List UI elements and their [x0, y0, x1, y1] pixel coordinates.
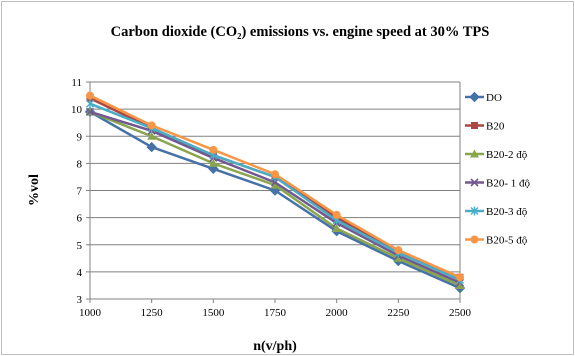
data-point [147, 121, 156, 130]
data-point [86, 91, 94, 100]
series-0 [84, 106, 466, 294]
series-group [84, 91, 466, 294]
data-point [456, 273, 464, 282]
legend-item: B20-2 độ [465, 149, 528, 161]
data-point [85, 107, 95, 116]
legend-label: B20-3 độ [486, 206, 528, 218]
data-point [209, 145, 218, 154]
legend-item: B20- 1 độ [465, 178, 531, 190]
y-tick-label: 3 [77, 294, 83, 306]
series-3 [85, 107, 465, 287]
chart-title: Carbon dioxide (CO₂) emissions vs. engin… [111, 24, 490, 40]
x-axis-ticks: 1000 1250 1500 1750 2000 2250 2500 [79, 299, 472, 319]
data-point [332, 223, 342, 232]
y-tick-label: 7 [77, 186, 83, 198]
data-point [393, 253, 403, 262]
data-point [147, 131, 157, 140]
data-point [270, 180, 280, 189]
legend-label: B20-5 độ [486, 235, 528, 247]
legend-item: DO [465, 91, 502, 104]
data-point [394, 246, 403, 255]
gridlines [90, 108, 460, 273]
data-point [208, 158, 218, 167]
x-axis-label: n(v/ph) [253, 339, 297, 354]
x-tick-label: 2000 [326, 307, 349, 319]
data-point [455, 280, 465, 289]
x-tick-label: 2250 [387, 307, 410, 319]
data-point [332, 210, 341, 219]
legend-marker [470, 149, 479, 158]
y-tick-label: 6 [77, 213, 83, 225]
x-tick-label: 1000 [79, 307, 102, 319]
legend-label: DO [486, 92, 502, 104]
series-line [89, 110, 461, 284]
legend: DO B20 B20-2 độ B20- 1 độ B20-3 độ B20-5 độ [465, 91, 531, 247]
legend-marker [470, 178, 479, 187]
y-tick-label: 11 [71, 77, 82, 89]
y-axis-label: %vol [27, 174, 42, 206]
legend-marker [470, 206, 479, 216]
legend-label: B20 [486, 121, 505, 133]
x-tick-label: 1500 [202, 307, 225, 319]
y-tick-label: 8 [77, 158, 83, 170]
y-tick-label: 10 [71, 104, 83, 116]
series-2 [85, 107, 465, 289]
data-point [271, 170, 279, 179]
y-tick-label: 4 [77, 267, 83, 279]
series-5 [86, 91, 464, 282]
x-tick-label: 1750 [264, 307, 287, 319]
legend-item: B20-5 độ [465, 235, 528, 247]
legend-item: B20 [465, 121, 505, 133]
legend-label: B20-2 độ [486, 149, 528, 161]
y-axis-ticks: 3 4 5 6 7 8 9 10 11 [71, 77, 90, 306]
legend-marker [470, 235, 479, 244]
y-tick-label: 5 [77, 240, 83, 252]
legend-label: B20- 1 độ [486, 178, 531, 190]
x-tick-label: 2500 [449, 307, 472, 319]
legend-marker [471, 122, 478, 129]
legend-marker [469, 91, 480, 103]
y-tick-label: 9 [77, 131, 83, 143]
legend-item: B20-3 độ [465, 206, 528, 218]
x-tick-label: 1250 [141, 307, 164, 319]
data-point [86, 99, 94, 109]
data-point [146, 141, 157, 153]
